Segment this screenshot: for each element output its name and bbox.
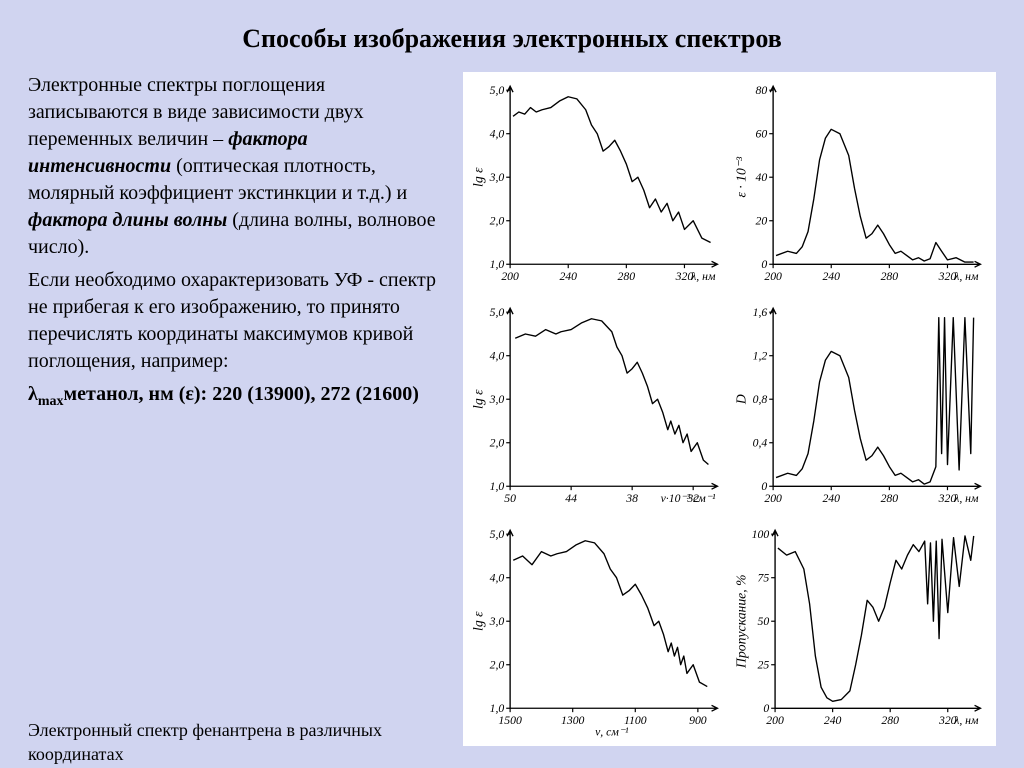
figure-caption: Электронный спектр фенантрена в различны… [28,719,458,766]
paragraph-3: λmaxметанол, нм (ε): 220 (13900), 272 (2… [28,381,445,412]
svg-text:1500: 1500 [499,714,523,727]
svg-text:40: 40 [755,171,767,184]
svg-text:2,0: 2,0 [490,437,505,450]
svg-text:ν·10⁻³ см⁻¹: ν·10⁻³ см⁻¹ [661,492,716,505]
svg-text:0,8: 0,8 [752,393,767,406]
svg-text:2,0: 2,0 [490,659,505,672]
svg-text:50: 50 [505,492,517,505]
svg-text:lg ε: lg ε [471,167,486,187]
svg-text:25: 25 [757,659,769,672]
svg-text:D: D [734,394,749,405]
lambda-symbol: λ [28,383,38,405]
svg-text:0,4: 0,4 [752,437,767,450]
svg-text:ε · 10⁻³: ε · 10⁻³ [734,156,749,198]
content-columns: Электронные спектры поглощения записываю… [28,72,996,746]
chart-c32: 0255075100200240280320Пропускание, %λ, н… [734,522,988,740]
svg-text:ν, см⁻¹: ν, см⁻¹ [596,726,630,739]
svg-text:1300: 1300 [561,714,585,727]
svg-text:Пропускание, %: Пропускание, % [734,575,749,669]
svg-text:280: 280 [618,270,636,283]
svg-text:3,0: 3,0 [489,393,505,406]
paragraph-1: Электронные спектры поглощения записываю… [28,72,445,261]
chart-c11: 1,02,03,04,05,0200240280320lg ελ, нм [471,78,725,296]
charts-panel: 1,02,03,04,05,0200240280320lg ελ, нм0204… [463,72,996,746]
svg-text:75: 75 [757,572,769,585]
lambda-rest: метанол, нм (ε): 220 (13900), 272 (21600… [64,383,419,405]
p1-part-a: Электронные спектры поглощения записываю… [28,74,364,150]
svg-text:lg ε: lg ε [471,611,486,631]
svg-text:5,0: 5,0 [490,84,505,97]
svg-text:240: 240 [822,270,840,283]
svg-text:3,0: 3,0 [489,171,505,184]
svg-text:4,0: 4,0 [490,350,505,363]
svg-text:λ, нм: λ, нм [953,270,979,283]
svg-text:200: 200 [502,270,520,283]
svg-text:λ, нм: λ, нм [953,714,979,727]
svg-text:lg ε: lg ε [471,389,486,409]
svg-text:1,0: 1,0 [490,480,505,493]
chart-c12: 020406080200240280320ε · 10⁻³λ, нм [734,78,988,296]
svg-text:50: 50 [757,615,769,628]
svg-text:44: 44 [566,492,578,505]
svg-text:200: 200 [764,492,782,505]
svg-text:4,0: 4,0 [490,128,505,141]
svg-text:1,2: 1,2 [752,350,767,363]
svg-text:280: 280 [881,714,899,727]
svg-text:λ, нм: λ, нм [691,270,717,283]
svg-text:20: 20 [755,215,767,228]
svg-text:200: 200 [764,270,782,283]
p1-part-d: фактора длины волны [28,209,227,231]
chart-c21: 1,02,03,04,05,050443832lg εν·10⁻³ см⁻¹ [471,300,725,518]
svg-text:2,0: 2,0 [490,215,505,228]
svg-text:200: 200 [766,714,784,727]
chart-c31: 1,02,03,04,05,0150013001100900lg εν, см⁻… [471,522,725,740]
chart-c22: 00,40,81,21,6200240280320Dλ, нм [734,300,988,518]
svg-text:280: 280 [880,270,898,283]
svg-text:280: 280 [880,492,898,505]
svg-text:80: 80 [755,84,767,97]
lambda-sub: max [38,394,64,409]
svg-text:5,0: 5,0 [490,528,505,541]
svg-text:60: 60 [755,128,767,141]
svg-text:240: 240 [822,492,840,505]
svg-text:4,0: 4,0 [490,572,505,585]
text-column: Электронные спектры поглощения записываю… [28,72,445,746]
svg-text:240: 240 [824,714,842,727]
svg-text:1,6: 1,6 [752,306,767,319]
svg-text:λ, нм: λ, нм [953,492,979,505]
paragraph-2: Если необходимо охарактеризовать УФ - сп… [28,267,445,375]
chart-grid: 1,02,03,04,05,0200240280320lg ελ, нм0204… [471,78,988,740]
svg-text:3,0: 3,0 [489,615,505,628]
page-title: Способы изображения электронных спектров [28,24,996,54]
svg-text:5,0: 5,0 [490,306,505,319]
svg-text:38: 38 [626,492,639,505]
svg-text:900: 900 [690,714,708,727]
svg-text:100: 100 [751,528,769,541]
svg-text:240: 240 [560,270,578,283]
slide-page: Способы изображения электронных спектров… [0,0,1024,768]
